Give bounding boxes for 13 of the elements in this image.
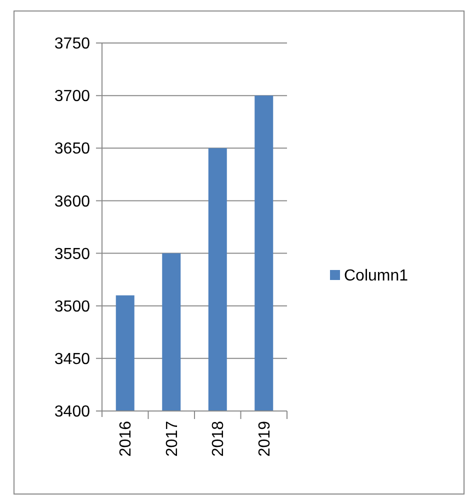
y-tick-label: 3400	[54, 404, 90, 421]
legend-label: Column1	[344, 268, 408, 285]
y-tick-label: 3750	[54, 36, 90, 53]
y-tick-label: 3650	[54, 140, 90, 158]
x-tick-label: 2019	[256, 420, 274, 457]
y-tick-label: 3550	[54, 246, 90, 263]
y-tick-label: 3700	[54, 88, 90, 106]
x-tick-label: 2018	[210, 420, 228, 457]
y-tick-label: 3600	[54, 193, 90, 210]
y-tick-label: 3450	[54, 351, 90, 368]
y-tick-label: 3500	[54, 298, 90, 316]
x-tick-label: 2017	[164, 420, 181, 457]
x-tick-label: 2016	[118, 420, 135, 457]
